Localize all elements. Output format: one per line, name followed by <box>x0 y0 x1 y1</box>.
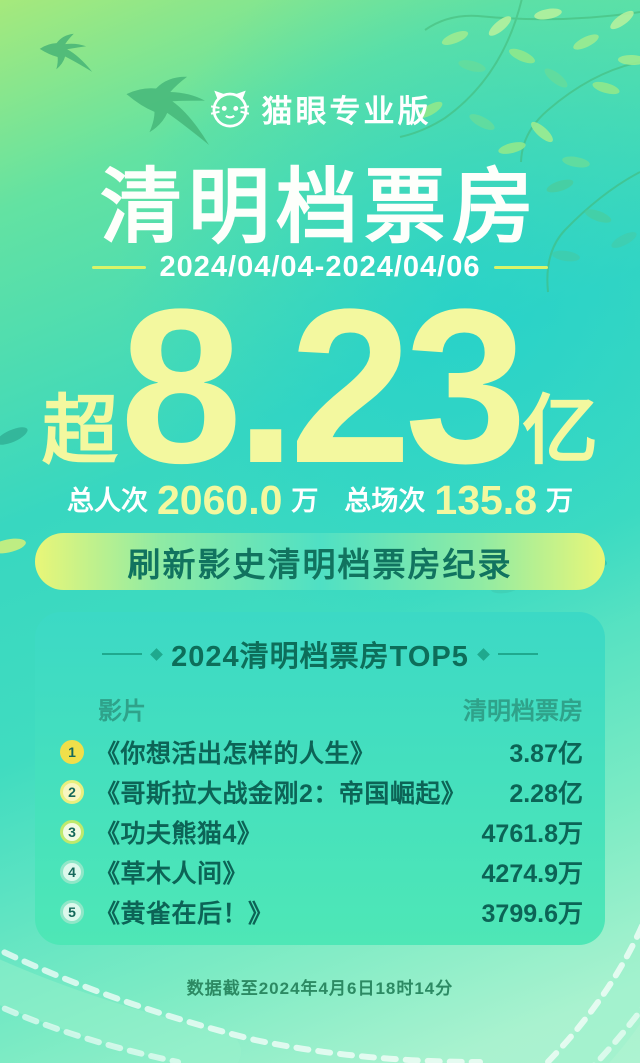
headline-prefix: 超 <box>41 389 118 474</box>
record-banner: 刷新影史清明档票房纪录 <box>35 533 605 590</box>
maoyan-cat-icon <box>210 90 249 127</box>
maoyan-logo: 猫眼专业版 <box>0 86 640 131</box>
table-row: 1 《你想活出怎样的人生》 3.87亿 <box>35 732 605 772</box>
box-office-value: 4274.9万 <box>481 860 583 888</box>
film-title: 《哥斯拉大战金刚2：帝国崛起》 <box>95 780 467 808</box>
stat-screenings: 总场次 135.8 万 <box>344 477 573 523</box>
rank-badge: 3 <box>60 820 84 844</box>
stat-unit: 万 <box>546 485 573 516</box>
stats-row: 总人次 2060.0 万 总场次 135.8 万 <box>0 477 640 523</box>
date-range-text: 2024/04/04-2024/04/06 <box>159 251 481 283</box>
box-office-value: 3.87亿 <box>509 740 583 768</box>
column-film: 影片 <box>98 698 146 725</box>
film-title: 《功夫熊猫4》 <box>95 820 263 848</box>
diamond-icon <box>476 647 490 661</box>
swallow-icon <box>37 30 96 74</box>
table-row: 3 《功夫熊猫4》 4761.8万 <box>35 812 605 852</box>
stat-unit: 万 <box>291 485 319 516</box>
headline-unit: 亿 <box>522 389 599 474</box>
film-title: 《草木人间》 <box>95 860 249 888</box>
table-row: 5 《黄雀在后！》 3799.6万 <box>35 892 605 932</box>
title-line-right <box>497 653 538 655</box>
rank-badge: 2 <box>60 780 84 804</box>
box-office-value: 2.28亿 <box>509 780 583 808</box>
film-title: 《黄雀在后！》 <box>95 900 274 928</box>
card-title-row: 2024清明档票房TOP5 <box>35 633 605 675</box>
stat-label: 总人次 <box>66 485 148 516</box>
stat-admissions: 总人次 2060.0 万 <box>66 477 319 523</box>
stat-value: 135.8 <box>434 477 537 523</box>
card-title: 2024清明档票房TOP5 <box>171 641 469 673</box>
title-line-left <box>102 653 143 655</box>
table-header: 影片 清明档票房 <box>98 691 583 726</box>
page-title: 清明档票房 <box>99 162 540 253</box>
box-office-value: 3799.6万 <box>481 900 583 928</box>
rank-badge: 1 <box>60 740 84 764</box>
stat-value: 2060.0 <box>156 477 283 523</box>
diamond-icon <box>150 647 163 661</box>
stat-label: 总场次 <box>344 485 426 516</box>
table-row: 4 《草木人间》 4274.9万 <box>35 852 605 892</box>
table-row: 2 《哥斯拉大战金刚2：帝国崛起》 2.28亿 <box>35 772 605 812</box>
date-line-left <box>91 266 146 269</box>
date-range: 2024/04/04-2024/04/06 <box>0 251 640 284</box>
table-rows: 1 《你想活出怎样的人生》 3.87亿 2 《哥斯拉大战金刚2：帝国崛起》 2.… <box>35 732 605 932</box>
rank-badge: 5 <box>60 900 84 924</box>
top5-card: 2024清明档票房TOP5 影片 清明档票房 1 《你想活出怎样的人生》 3.8… <box>35 612 605 945</box>
data-cutoff-note: 数据截至2024年4月6日18时14分 <box>186 979 454 998</box>
headline-total: 超 8.23 亿 <box>0 263 640 510</box>
box-office-value: 4761.8万 <box>481 820 583 848</box>
date-line-right <box>494 266 549 269</box>
brand-name: 猫眼专业版 <box>261 94 432 129</box>
film-title: 《你想活出怎样的人生》 <box>95 740 376 768</box>
headline-value: 8.23 <box>119 263 527 510</box>
column-boxoffice: 清明档票房 <box>463 698 583 725</box>
rank-badge: 4 <box>60 860 84 884</box>
